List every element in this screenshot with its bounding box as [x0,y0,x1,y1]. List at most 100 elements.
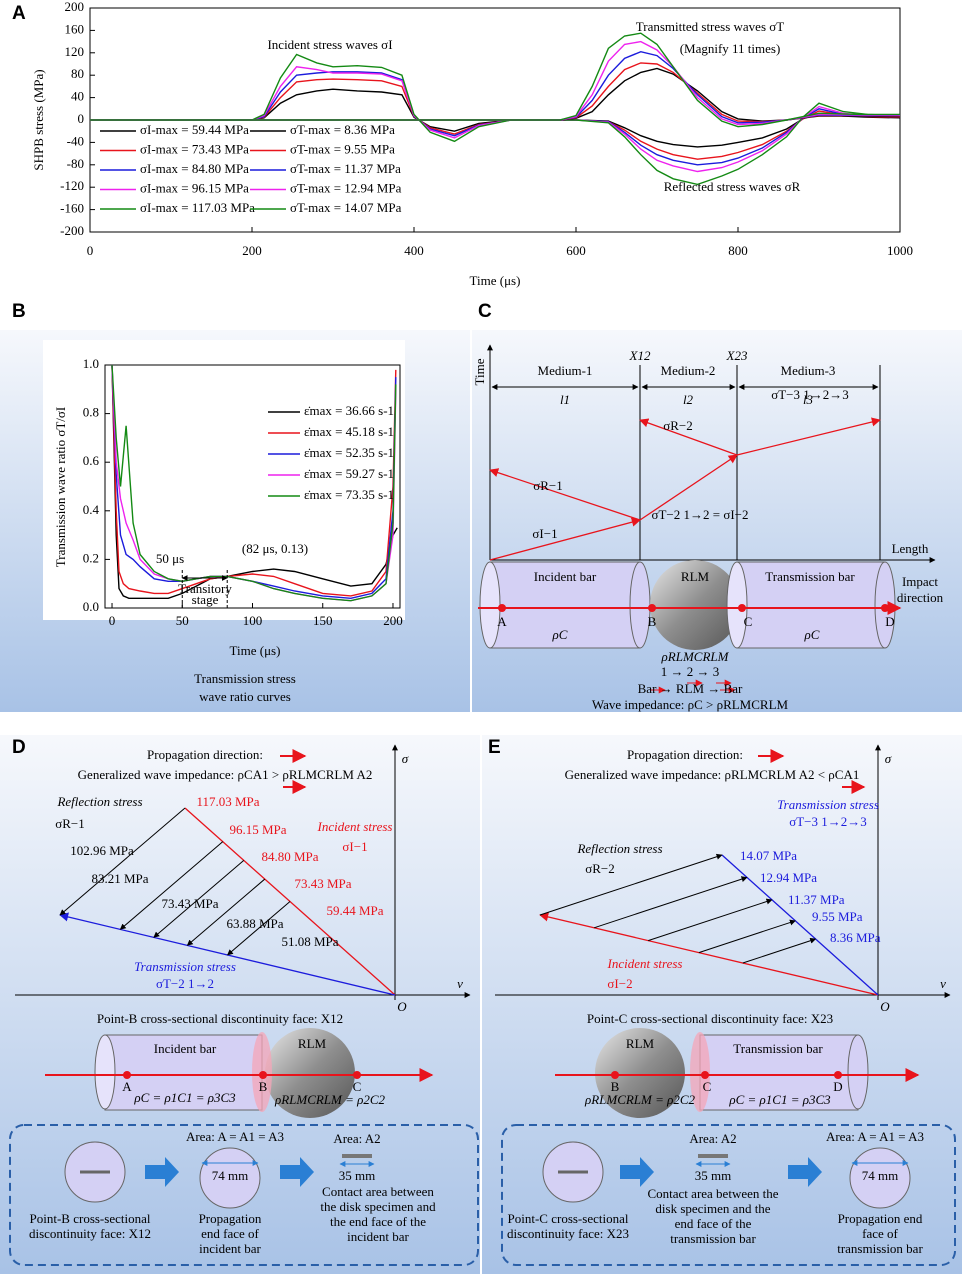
label: 63.88 MPa [226,916,283,931]
panel-label: E [488,737,501,758]
label: 9.55 MPa [812,909,863,924]
y-tick-label: 1.0 [83,356,99,371]
x-tick-label: 0 [109,613,116,628]
label: Transmission stress [134,959,236,974]
y-tick-label: 0.6 [83,453,100,468]
x-tick-label: 200 [383,613,403,628]
legend-label: ε̇max = 36.66 s-1 [304,403,394,418]
label: incident bar [199,1241,261,1256]
y-axis-label: SHPB stress (MPa) [31,69,46,170]
annotation: Transitory [178,581,232,596]
label: 73.43 MPa [161,896,218,911]
label: C [353,1079,362,1094]
label: O [397,999,407,1014]
y-tick-label: 0 [78,111,85,126]
x-tick-label: 200 [242,243,262,258]
label: v [457,976,463,991]
label: 12.94 MPa [760,870,817,885]
label: B [611,1079,620,1094]
label: transmission bar [670,1231,756,1246]
label: σR−2 [585,861,615,876]
label: 74 mm [862,1168,898,1183]
label: l1 [560,392,570,407]
label: Area: A2 [689,1131,736,1146]
caption: wave ratio curves [199,689,291,704]
x-tick-label: 150 [313,613,333,628]
wave-arrow [698,919,796,954]
label: l3 [803,392,814,407]
label: Contact area between the [647,1186,778,1201]
wave-arrow [59,807,186,916]
label: disk specimen and the [655,1201,770,1216]
label: C [744,614,753,629]
label: D [885,614,894,629]
wave-arrow [539,853,723,916]
x-axis-label: Time (μs) [230,643,281,658]
label: σR−1 [533,478,563,493]
legend-label: σT-max = 11.37 MPa [290,161,401,176]
annotation: Incident stress waves σI [267,37,392,52]
label: σI−1 [342,839,367,854]
y-tick-label: 0.8 [83,405,99,420]
label: 59.44 MPa [326,903,383,918]
label: Area: A = A1 = A3 [826,1129,924,1144]
wave-arrow [153,859,245,938]
label: Length [892,541,929,556]
label: ρC [552,627,568,642]
label: Point-C cross-sectional [508,1211,629,1226]
label: the disk specimen and [320,1199,436,1214]
label: l2 [683,392,694,407]
label: Propagation direction: [627,747,743,762]
legend-label: σT-max = 8.36 MPa [290,122,395,137]
label: A [497,614,507,629]
label: Propagation [199,1211,262,1226]
series-line [90,62,901,123]
label: B [259,1079,268,1094]
label: Area: A = A1 = A3 [186,1129,284,1144]
y-tick-label: -200 [60,223,84,238]
label: Wave impedance: ρC > ρRLMCRLM [592,697,789,712]
label: ρRLMCRLM = ρ2C2 [274,1092,386,1107]
label: 117.03 MPa [196,794,259,809]
annotation: stage [192,592,219,607]
label: σ [885,751,892,766]
y-tick-label: 0.0 [83,599,99,614]
label: X23 [726,348,748,363]
label: the end face of the [330,1214,426,1229]
label: incident bar [347,1229,409,1244]
wave-arrow [648,898,773,942]
x-tick-label: 100 [243,613,263,628]
label: A [122,1079,132,1094]
label: Propagation end [838,1211,923,1226]
label: 35 mm [695,1168,731,1183]
wave-arrow [186,878,266,946]
label: Medium-3 [781,363,836,378]
legend-label: ε̇max = 52.35 s-1 [304,445,394,460]
wave-arrow [742,937,817,964]
label: Point-C cross-sectional discontinuity fa… [587,1011,833,1026]
label: D [833,1079,842,1094]
label: Bar → RLM → Bar [638,681,743,696]
label: Transmission bar [733,1041,823,1056]
label: Contact area between [322,1184,434,1199]
legend-label: σT-max = 14.07 MPa [290,200,402,215]
label: ρC = ρ1C1 = ρ3C3 [728,1092,831,1107]
y-tick-label: 0.2 [83,550,99,565]
label: Time [472,358,487,385]
y-tick-label: 40 [71,89,84,104]
label: RLM [626,1036,655,1051]
label: Incident bar [534,569,597,584]
legend-label: σI-max = 84.80 MPa [140,161,249,176]
label: 102.96 MPa [70,843,134,858]
label: ρC [804,627,820,642]
series-line [90,53,901,186]
annotation: (82 μs, 0.13) [242,541,308,556]
label: Area: A2 [333,1131,380,1146]
label: ρRLMCRLM [661,649,730,664]
legend-label: σI-max = 96.15 MPa [140,180,249,195]
wave-arrow [119,841,224,930]
label: transmission bar [837,1241,923,1256]
annotation: 50 μs [156,551,184,566]
series-line [90,32,900,128]
